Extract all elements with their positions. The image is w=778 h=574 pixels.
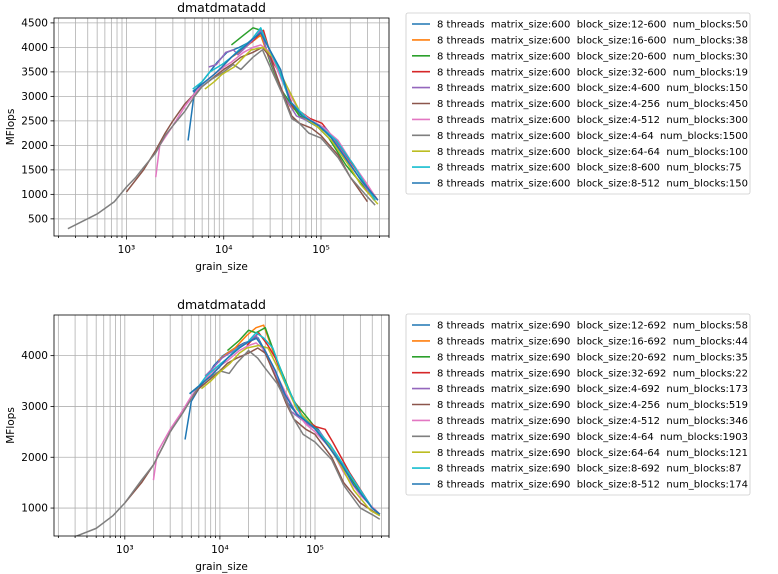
legend-entry-6: 8 threads matrix_size:600 block_size:4-2…: [437, 99, 748, 110]
x-axis-label: grain_size: [195, 561, 248, 573]
chart-1: 10³ 10⁴ 10⁵ 500 1000 1500 2000 2500 3000 3500 4000…: [5, 0, 751, 273]
chart-2: 10³ 10⁴ 10⁵ 1000 2000 3000 4000 dmatdmatadd grai…: [5, 297, 751, 573]
legend-entry-3: 8 threads matrix_size:600 block_size:20-…: [437, 51, 748, 62]
y-tick-label: 2000: [21, 140, 48, 152]
y-tick-label: 4000: [21, 42, 48, 54]
series-lines: [67, 27, 379, 230]
y-tick-label: 3500: [21, 66, 48, 78]
series-line-9: [201, 344, 381, 517]
x-tick-label: 10³: [118, 244, 136, 256]
legend-box: [405, 313, 751, 496]
legend-entry-5: 8 threads matrix_size:600 block_size:4-6…: [437, 83, 748, 94]
y-tick-label: 2500: [21, 115, 48, 127]
grid-lines: [50, 18, 390, 240]
series-lines: [74, 324, 381, 536]
series-line-10: [189, 332, 381, 515]
series-line-1: [184, 337, 381, 515]
series-line-4: [246, 332, 381, 515]
legend-entry-8: 8 threads matrix_size:600 block_size:4-6…: [437, 131, 748, 142]
y-tick-label: 1500: [21, 164, 48, 176]
series-line-10: [192, 27, 376, 201]
series-line-8: [67, 49, 376, 230]
y-tick-label: 2000: [21, 452, 48, 464]
legend-box: [405, 12, 751, 195]
legend-entry-11: 8 threads matrix_size:690 block_size:8-5…: [437, 480, 748, 491]
legend-entry-2: 8 threads matrix_size:600 block_size:16-…: [437, 36, 748, 47]
legend-entry-3: 8 threads matrix_size:690 block_size:20-…: [437, 352, 748, 363]
legend-entry-10: 8 threads matrix_size:690 block_size:8-6…: [437, 464, 742, 475]
legend-entry-7: 8 threads matrix_size:690 block_size:4-5…: [437, 416, 748, 427]
legend: 8 threads matrix_size:690 block_size:12-…: [405, 313, 751, 496]
legend-entry-9: 8 threads matrix_size:690 block_size:64-…: [437, 448, 748, 459]
x-tick-label: 10³: [116, 544, 134, 556]
legend-entry-4: 8 threads matrix_size:600 block_size:32-…: [437, 67, 748, 78]
x-tick-label: 10⁴: [215, 244, 233, 256]
chart-title: dmatdmatadd: [177, 0, 266, 15]
chart-title: dmatdmatadd: [177, 297, 266, 312]
legend-entry-8: 8 threads matrix_size:690 block_size:4-6…: [437, 432, 748, 443]
legend-entry-11: 8 threads matrix_size:600 block_size:8-5…: [437, 179, 748, 190]
legend-entry-5: 8 threads matrix_size:690 block_size:4-6…: [437, 384, 748, 395]
y-tick-label: 500: [28, 213, 48, 225]
x-axis-label: grain_size: [195, 261, 248, 273]
y-tick-label: 1000: [21, 503, 48, 515]
legend-entry-10: 8 threads matrix_size:600 block_size:8-6…: [437, 163, 742, 174]
series-line-11: [192, 31, 379, 201]
y-tick-label: 4500: [21, 17, 48, 29]
x-tick-label: 10⁵: [306, 544, 324, 556]
y-tick-label: 3000: [21, 401, 48, 413]
plot-frame: [53, 17, 390, 237]
series-line-7: [154, 44, 376, 198]
series-line-2: [221, 34, 376, 201]
y-axis-label: MFlops: [5, 407, 17, 444]
legend-entry-9: 8 threads matrix_size:600 block_size:64-…: [437, 147, 748, 158]
series-line-6: [124, 347, 381, 517]
series-line-1: [187, 34, 376, 201]
y-tick-label: 4000: [21, 350, 48, 362]
legend: 8 threads matrix_size:600 block_size:12-…: [405, 12, 751, 195]
x-tick-label: 10⁴: [211, 544, 229, 556]
grid-lines: [50, 315, 390, 540]
series-line-6: [125, 46, 369, 203]
y-tick-label: 1000: [21, 189, 48, 201]
legend-entry-4: 8 threads matrix_size:690 block_size:32-…: [437, 368, 748, 379]
legend-entry-1: 8 threads matrix_size:690 block_size:12-…: [437, 321, 748, 332]
legend-entry-2: 8 threads matrix_size:690 block_size:16-…: [437, 337, 748, 348]
legend-entry-6: 8 threads matrix_size:690 block_size:4-2…: [437, 400, 748, 411]
x-tick-label: 10⁵: [312, 244, 330, 256]
y-tick-label: 3000: [21, 91, 48, 103]
series-line-11: [189, 337, 381, 515]
legend-entry-7: 8 threads matrix_size:600 block_size:4-5…: [437, 115, 748, 126]
y-axis-label: MFlops: [5, 109, 17, 146]
legend-entry-1: 8 threads matrix_size:600 block_size:12-…: [437, 20, 748, 31]
plot-frame: [53, 314, 390, 537]
series-line-8: [74, 349, 381, 536]
